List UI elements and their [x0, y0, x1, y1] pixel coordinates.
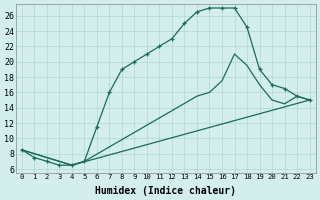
- X-axis label: Humidex (Indice chaleur): Humidex (Indice chaleur): [95, 186, 236, 196]
